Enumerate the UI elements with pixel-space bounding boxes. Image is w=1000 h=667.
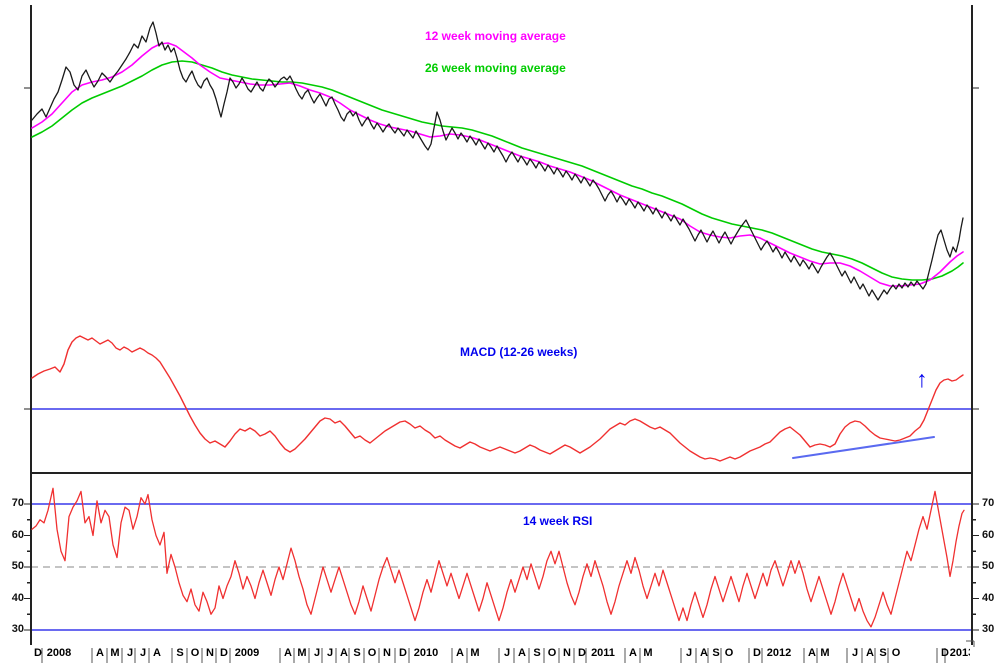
- x-axis-month-label: D: [399, 647, 407, 659]
- rsi-axis-label-right: 70: [982, 497, 995, 509]
- x-axis-month-label: A: [700, 647, 708, 659]
- macd-up-arrow-icon: ↑: [916, 366, 928, 392]
- x-axis-month-label: N: [563, 647, 571, 659]
- x-axis-month-label: N: [206, 647, 214, 659]
- x-axis-month-label: A: [629, 647, 637, 659]
- x-axis-month-label: O: [367, 647, 377, 659]
- x-axis-year-label: 2013: [949, 647, 970, 659]
- x-axis-month-label: M: [820, 647, 830, 659]
- x-axis-month-label: O: [547, 647, 557, 659]
- rsi-axis-label-left: 30: [11, 623, 24, 635]
- x-axis-month-label: D: [220, 647, 228, 659]
- x-axis-year-label: 2012: [766, 647, 792, 659]
- ma12-legend-label: 12 week moving average: [425, 29, 566, 43]
- x-axis-month-label: M: [110, 647, 120, 659]
- x-axis-month-label: M: [643, 647, 653, 659]
- x-axis-month-label: D: [753, 647, 761, 659]
- x-axis-month-label: A: [153, 647, 161, 659]
- rsi-axis-label-left: 60: [11, 528, 24, 541]
- x-axis-month-label: S: [879, 647, 887, 659]
- x-axis-year-label: 2010: [413, 647, 439, 659]
- x-axis-month-label: D: [941, 647, 949, 659]
- rsi-axis-label-left: 70: [11, 497, 24, 509]
- x-axis-month-label: S: [353, 647, 361, 659]
- x-axis-month-label: A: [284, 647, 292, 659]
- x-axis-month-label: J: [851, 647, 859, 659]
- x-axis-month-label: J: [326, 647, 334, 659]
- x-axis-month-label: J: [685, 647, 693, 659]
- x-axis-month-label: A: [518, 647, 526, 659]
- rsi-axis-label-left: 50: [11, 560, 24, 572]
- rsi-line: [31, 487, 965, 628]
- x-axis-month-label: A: [866, 647, 874, 659]
- macd-panel-label: MACD (12-26 weeks): [460, 345, 578, 359]
- x-axis-month-label: A: [808, 647, 816, 659]
- x-axis-year-label: 2008: [46, 647, 72, 659]
- x-axis-month-label: S: [533, 647, 541, 659]
- ma26-line: [31, 60, 964, 281]
- x-axis-month-label: A: [340, 647, 348, 659]
- rsi-axis-label-right: 30: [982, 623, 995, 635]
- rsi-axis-label-right: 50: [982, 560, 995, 572]
- rsi-axis-label-right: 60: [982, 528, 995, 541]
- x-axis-month-label: O: [724, 647, 734, 659]
- ma12-line: [31, 42, 964, 287]
- x-axis-month-label: S: [712, 647, 720, 659]
- x-axis-month-label: M: [470, 647, 480, 659]
- rsi-axis-label-right: 40: [982, 591, 995, 604]
- macd-line: [31, 335, 964, 462]
- x-axis-month-label: S: [176, 647, 184, 659]
- ma26-legend-label: 26 week moving average: [425, 61, 566, 75]
- x-axis-month-label: J: [139, 647, 147, 659]
- x-axis-month-label: A: [456, 647, 464, 659]
- x-axis-month-label: J: [503, 647, 511, 659]
- mouse-cursor-mark: [966, 640, 975, 647]
- x-axis-month-label: M: [297, 647, 307, 659]
- x-axis-month-label: O: [891, 647, 901, 659]
- x-axis-label-row: D 2008 A M J J A S O N D 2009 A M J J A S O N D 2010 A M J A S O N D 2…: [0, 647, 970, 667]
- x-axis-month-label: D: [578, 647, 586, 659]
- x-axis-year-label: 2009: [234, 647, 260, 659]
- rsi-axis-label-left: 40: [11, 591, 24, 604]
- macd-trendline: [792, 436, 935, 459]
- x-axis-month-label: A: [96, 647, 104, 659]
- rsi-panel-label: 14 week RSI: [523, 514, 593, 528]
- price-line: [31, 21, 964, 301]
- x-axis-month-label: J: [126, 647, 134, 659]
- x-axis-month-label: N: [383, 647, 391, 659]
- x-axis-month-label: O: [190, 647, 200, 659]
- x-axis-month-label: D: [34, 647, 42, 659]
- x-axis-month-label: J: [313, 647, 321, 659]
- x-axis-year-label: 2011: [591, 647, 615, 659]
